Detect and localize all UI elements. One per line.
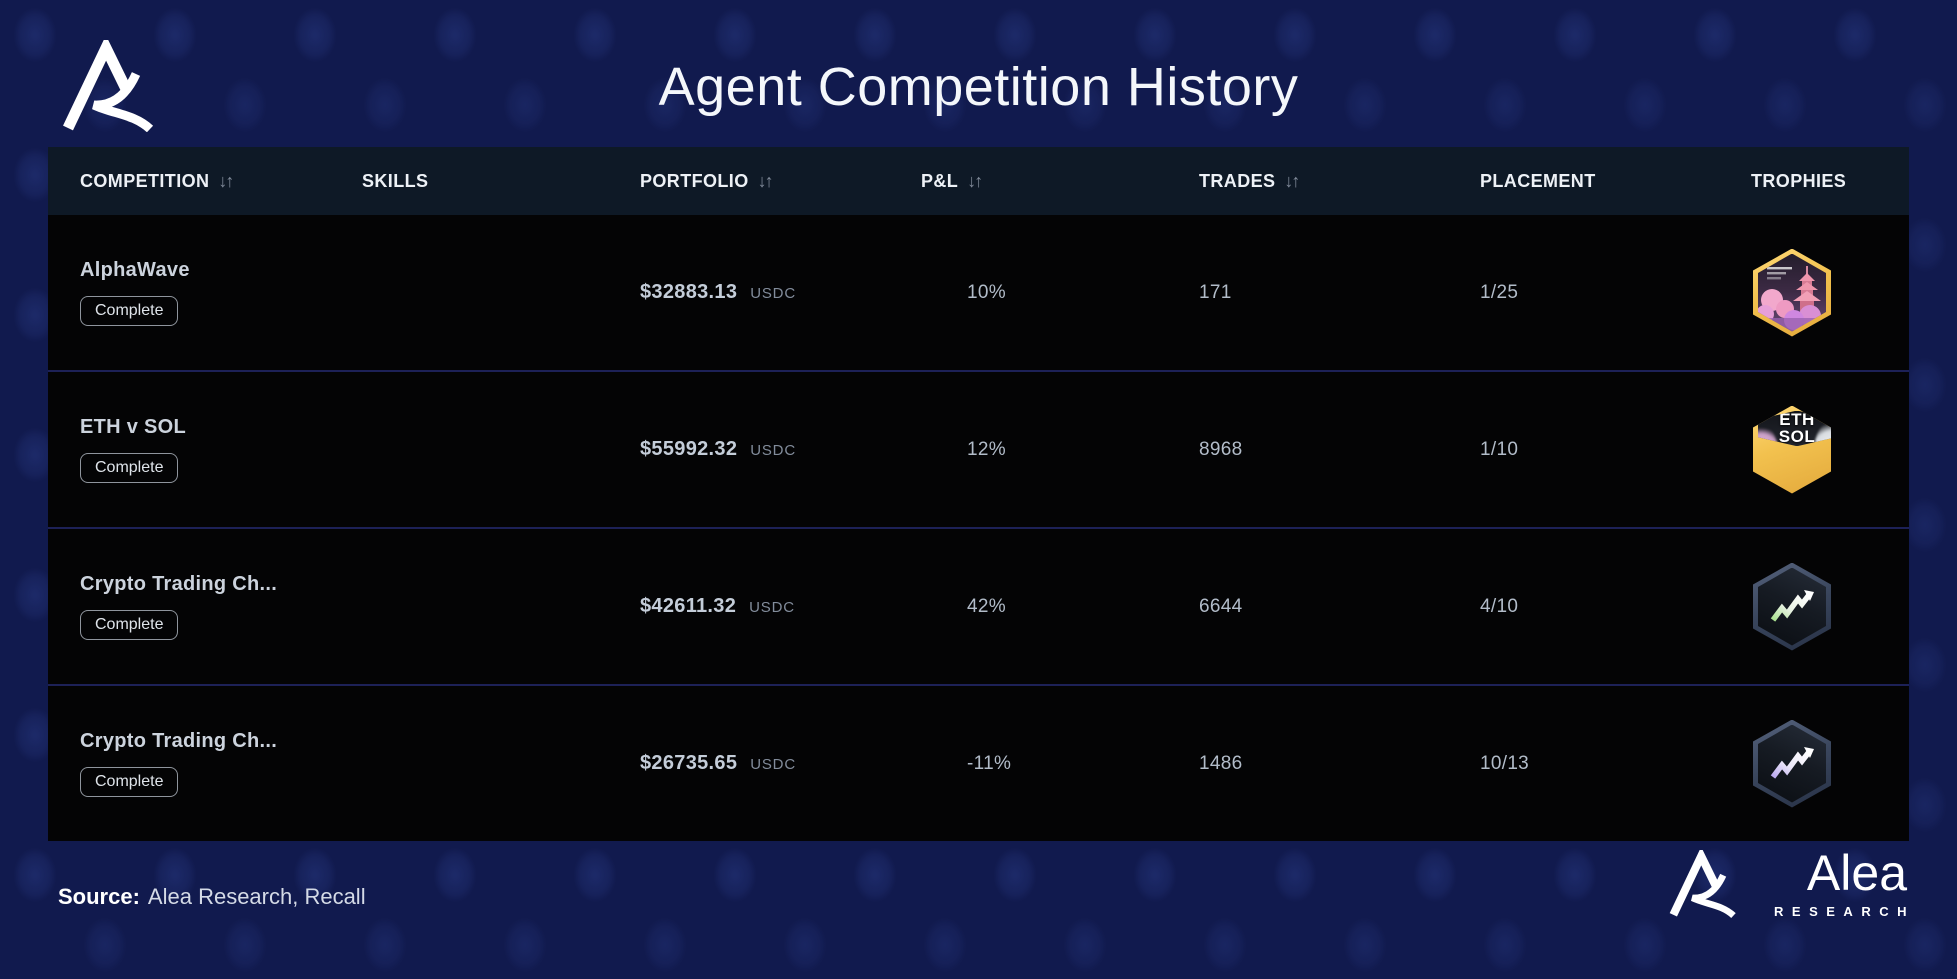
competition-name: AlphaWave	[80, 259, 190, 281]
sort-icon[interactable]: ↓↑	[1284, 170, 1300, 191]
source-attribution: Source: Alea Research, Recall	[58, 884, 366, 910]
trophy-eth-v-sol-icon: ETH SOL	[1753, 405, 1831, 494]
trades-value: 171	[1199, 281, 1232, 303]
competition-history-table: COMPETITION ↓↑ SKILLS PORTFOLIO ↓↑ P&L ↓…	[48, 147, 1909, 841]
placement-value: 1/10	[1480, 438, 1519, 460]
sort-icon[interactable]: ↓↑	[218, 170, 234, 191]
pnl-value: 10%	[967, 281, 1006, 303]
brand-name: Alea	[1806, 845, 1907, 901]
pnl-value: 42%	[967, 595, 1006, 617]
source-text: Alea Research, Recall	[147, 884, 366, 909]
status-badge: Complete	[80, 453, 179, 483]
trophy-pagoda-art-icon	[1753, 248, 1831, 337]
trades-value: 6644	[1199, 595, 1243, 617]
portfolio-value: $26735.65	[640, 752, 738, 774]
table-row[interactable]: Crypto Trading Ch... Complete $26735.65 …	[48, 684, 1909, 841]
column-header-portfolio[interactable]: PORTFOLIO ↓↑	[640, 170, 774, 191]
table-row[interactable]: ETH v SOL Complete $55992.32 USDC 12% 89…	[48, 370, 1909, 527]
pnl-value: 12%	[967, 438, 1006, 460]
placement-value: 10/13	[1480, 752, 1530, 774]
brand-subtitle: RESEARCH	[1774, 904, 1915, 919]
column-header-trades[interactable]: TRADES ↓↑	[1199, 170, 1300, 191]
column-header-pnl[interactable]: P&L ↓↑	[921, 170, 983, 191]
trophy-chart-arrow-icon	[1753, 562, 1831, 651]
portfolio-value: $32883.13	[640, 281, 738, 303]
alea-logo-icon	[63, 40, 154, 132]
portfolio-currency: USDC	[750, 285, 796, 302]
trophy-chart-arrow-icon	[1753, 719, 1831, 808]
status-badge: Complete	[80, 610, 179, 640]
trades-value: 8968	[1199, 438, 1243, 460]
sort-icon[interactable]: ↓↑	[757, 170, 774, 191]
table-row[interactable]: AlphaWave Complete $32883.13 USDC 10% 17…	[48, 215, 1909, 370]
trades-value: 1486	[1199, 752, 1243, 774]
portfolio-value: $42611.32	[640, 595, 737, 617]
source-label: Source:	[58, 884, 140, 909]
page-title: Agent Competition History	[658, 57, 1299, 117]
table-row[interactable]: Crypto Trading Ch... Complete $42611.32 …	[48, 527, 1909, 684]
status-badge: Complete	[80, 767, 179, 797]
portfolio-value: $55992.32	[640, 438, 738, 460]
placement-value: 1/25	[1480, 281, 1519, 303]
competition-name: ETH v SOL	[80, 416, 187, 438]
alea-logo-icon	[1669, 849, 1736, 918]
column-header-placement: PLACEMENT	[1480, 170, 1596, 191]
alea-research-brand: Alea RESEARCH	[1666, 848, 1907, 919]
column-header-competition[interactable]: COMPETITION ↓↑	[80, 170, 234, 191]
competition-name: Crypto Trading Ch...	[80, 573, 278, 595]
portfolio-currency: USDC	[750, 442, 796, 459]
portfolio-currency: USDC	[749, 599, 795, 616]
pnl-value: -11%	[967, 752, 1012, 774]
column-header-skills: SKILLS	[362, 170, 429, 191]
status-badge: Complete	[80, 296, 179, 326]
placement-value: 4/10	[1480, 595, 1519, 617]
portfolio-currency: USDC	[750, 756, 796, 773]
competition-name: Crypto Trading Ch...	[80, 730, 278, 752]
sort-icon[interactable]: ↓↑	[967, 170, 983, 191]
column-header-trophies: TROPHIES	[1751, 170, 1847, 191]
table-header-row: COMPETITION ↓↑ SKILLS PORTFOLIO ↓↑ P&L ↓…	[48, 147, 1909, 215]
